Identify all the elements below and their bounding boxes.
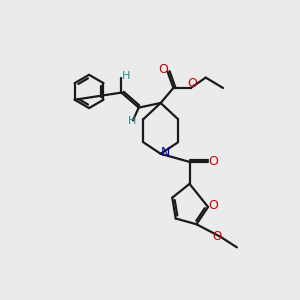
Text: H: H bbox=[122, 71, 130, 81]
Text: O: O bbox=[188, 77, 197, 90]
Text: O: O bbox=[158, 64, 168, 76]
Text: N: N bbox=[160, 146, 170, 159]
Text: O: O bbox=[208, 199, 218, 212]
Text: H: H bbox=[128, 116, 136, 127]
Text: O: O bbox=[212, 230, 221, 244]
Text: O: O bbox=[208, 155, 218, 168]
